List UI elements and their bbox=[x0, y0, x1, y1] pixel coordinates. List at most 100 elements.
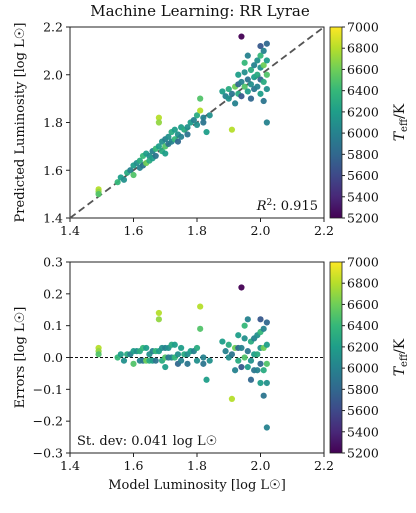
x-tick-label: 2.2 bbox=[314, 223, 334, 238]
colorbar-tick-label: 6400 bbox=[347, 83, 379, 98]
y-tick-label: 1.4 bbox=[43, 211, 63, 226]
data-point bbox=[254, 71, 261, 78]
data-point bbox=[241, 83, 248, 90]
data-point bbox=[238, 363, 245, 371]
data-point bbox=[257, 379, 264, 387]
colorbar-tick-label: 6400 bbox=[347, 318, 379, 333]
data-point bbox=[247, 81, 255, 88]
colorbar: 5200 5400 5600 5800 6000 6200 6400 6600 6800 7000… bbox=[329, 255, 410, 461]
colorbar-tick-label: 7000 bbox=[347, 255, 379, 270]
data-point bbox=[174, 138, 182, 145]
y-tick-label: −0.1 bbox=[33, 382, 63, 397]
data-point bbox=[184, 131, 191, 138]
y-tick-label: −0.2 bbox=[33, 414, 63, 429]
data-point bbox=[193, 344, 201, 352]
data-point bbox=[152, 152, 159, 160]
data-point bbox=[155, 309, 162, 317]
data-point bbox=[225, 341, 232, 348]
data-point bbox=[228, 126, 236, 133]
data-point bbox=[257, 90, 264, 97]
data-point bbox=[235, 332, 242, 339]
colorbar-tick-label: 5600 bbox=[347, 168, 379, 183]
data-point bbox=[219, 338, 226, 345]
y-tick-label: 1.8 bbox=[43, 115, 63, 130]
data-point bbox=[114, 179, 121, 186]
data-point bbox=[257, 43, 264, 50]
colorbar-tick-label: 5400 bbox=[347, 424, 379, 439]
data-point bbox=[257, 360, 264, 367]
data-point bbox=[263, 379, 270, 387]
data-point bbox=[244, 363, 251, 371]
y-axis-label: Predicted Luminosity [log L☉] bbox=[13, 23, 28, 223]
data-point bbox=[263, 341, 270, 348]
data-point bbox=[232, 100, 239, 107]
data-point bbox=[130, 171, 137, 179]
data-point bbox=[241, 69, 248, 76]
data-point bbox=[228, 90, 236, 97]
data-point bbox=[260, 97, 267, 105]
data-point bbox=[257, 52, 264, 59]
x-tick-label: 2.0 bbox=[251, 458, 271, 473]
data-point bbox=[117, 351, 124, 358]
data-point bbox=[247, 357, 255, 364]
stdev-annotation: St. dev: 0.041 log L☉ bbox=[77, 434, 217, 449]
data-point bbox=[244, 348, 251, 355]
data-point bbox=[260, 47, 267, 54]
data-point bbox=[193, 121, 201, 128]
data-point bbox=[203, 128, 210, 136]
data-point bbox=[225, 95, 232, 102]
data-point bbox=[152, 357, 159, 364]
data-point bbox=[155, 114, 162, 121]
data-point bbox=[238, 33, 245, 40]
data-point bbox=[228, 395, 236, 402]
data-point bbox=[251, 62, 258, 69]
data-point bbox=[184, 124, 191, 131]
data-point bbox=[247, 66, 255, 74]
x-tick-label: 1.6 bbox=[124, 458, 144, 473]
colorbar-tick-label: 6600 bbox=[347, 297, 379, 312]
colorbar-tick-label: 5200 bbox=[347, 211, 379, 226]
data-point bbox=[260, 392, 267, 399]
data-point bbox=[193, 112, 201, 119]
colorbar-tick-label: 6000 bbox=[347, 126, 379, 141]
data-point bbox=[190, 117, 197, 124]
data-point bbox=[260, 325, 267, 332]
data-point bbox=[162, 150, 169, 157]
colorbar-tick-label: 7000 bbox=[347, 20, 379, 35]
data-point bbox=[254, 57, 261, 64]
data-point bbox=[171, 126, 178, 133]
data-point bbox=[228, 351, 236, 358]
colorbar-tick-label: 5200 bbox=[347, 446, 379, 461]
data-point bbox=[235, 71, 242, 78]
data-point bbox=[200, 360, 207, 367]
data-point bbox=[95, 351, 102, 358]
data-point bbox=[232, 367, 239, 374]
data-point bbox=[263, 40, 270, 47]
data-point bbox=[238, 284, 245, 291]
data-point bbox=[235, 357, 242, 364]
x-axis-label: Model Luminosity [log L☉] bbox=[108, 478, 286, 493]
y-tick-label: −0.3 bbox=[33, 446, 63, 461]
data-point bbox=[263, 424, 270, 431]
data-point bbox=[263, 119, 270, 126]
data-point bbox=[155, 316, 162, 323]
data-point bbox=[197, 325, 204, 332]
colorbar-tick-label: 5600 bbox=[347, 403, 379, 418]
data-point bbox=[178, 357, 185, 364]
y-axis-label: Errors [log L☉] bbox=[13, 307, 28, 409]
data-point bbox=[238, 344, 245, 352]
panel-predicted-vs-model: 1.4 1.6 1.8 2.0 2.2 1.4 1.6 1.8 2.0 2.2 Predicted … bbox=[13, 20, 410, 239]
data-point bbox=[247, 95, 255, 102]
data-point bbox=[206, 112, 213, 119]
data-point bbox=[178, 344, 185, 352]
data-point bbox=[257, 316, 264, 323]
data-point bbox=[260, 78, 267, 86]
y-tick-label: 0.3 bbox=[43, 255, 63, 270]
x-tick-label: 1.6 bbox=[124, 223, 144, 238]
data-point bbox=[241, 335, 248, 342]
data-point bbox=[197, 95, 204, 102]
data-point bbox=[165, 133, 172, 140]
colorbar: 5200 5400 5600 5800 6000 6200 6400 6600 6800 7000… bbox=[329, 20, 410, 226]
data-point bbox=[263, 71, 270, 78]
